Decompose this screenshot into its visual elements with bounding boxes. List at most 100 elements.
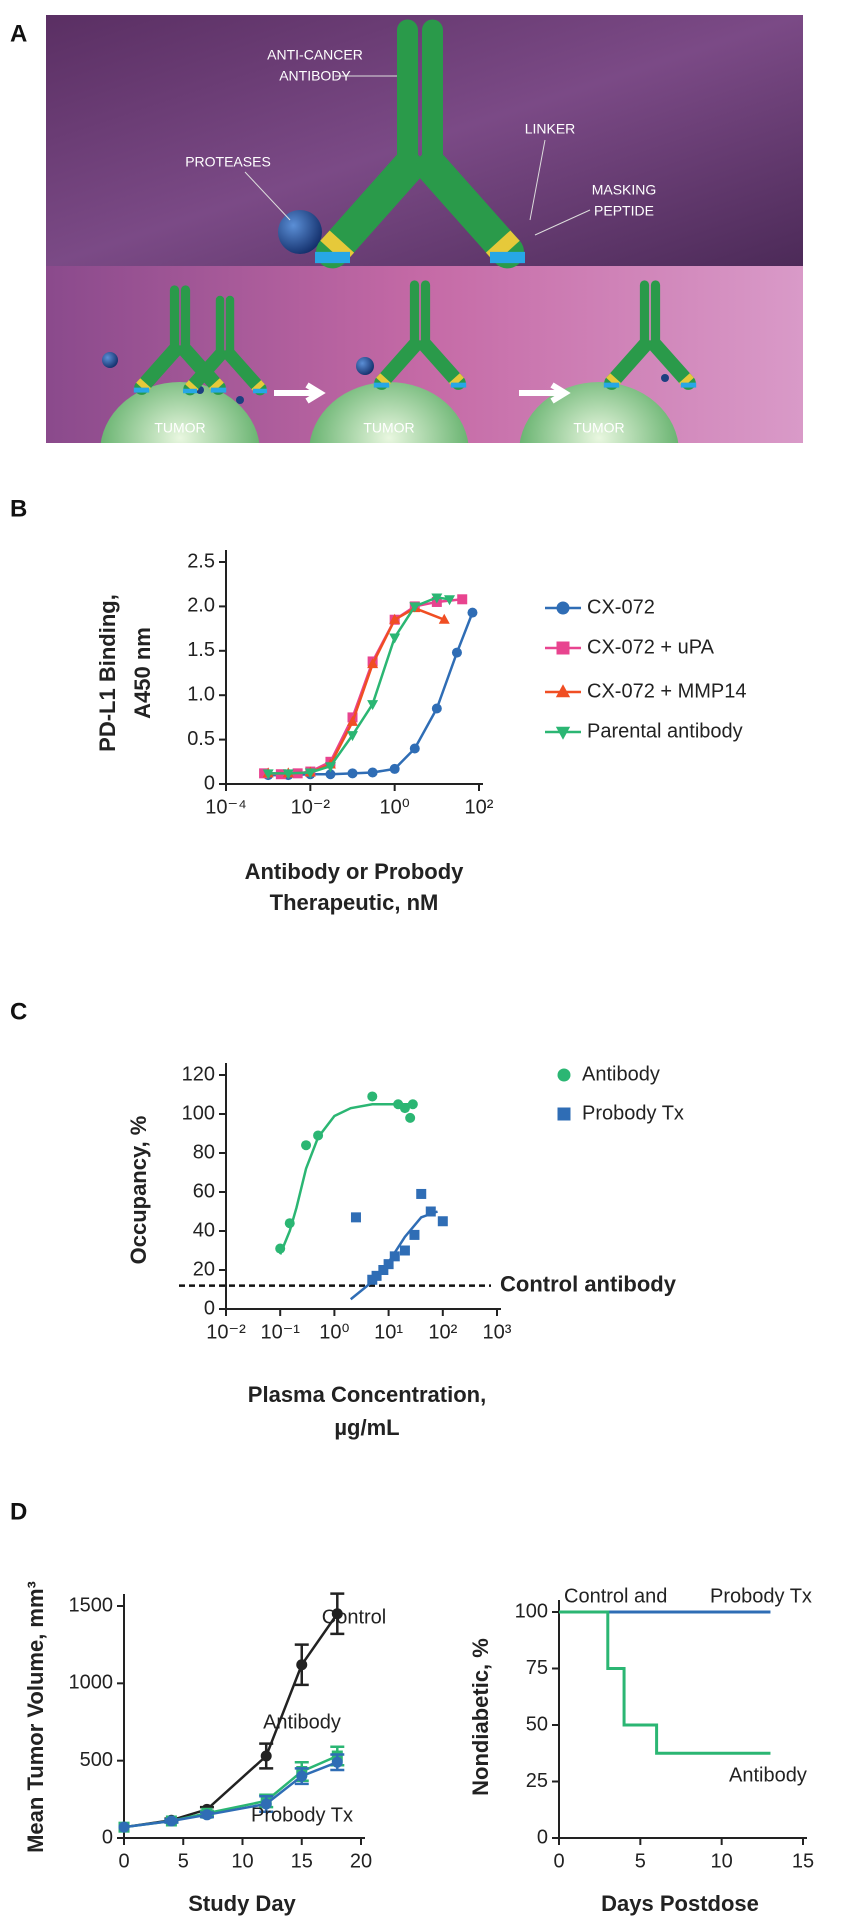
marker: [371, 1270, 382, 1281]
antibody-arm: [648, 338, 696, 390]
y-tick-label: 25: [526, 1770, 548, 1792]
antibody-arm: [134, 343, 182, 395]
marker: [556, 641, 570, 655]
y-tick-label: 500: [80, 1749, 113, 1771]
antibody-arm: [416, 151, 524, 269]
illustration-label: MASKING: [592, 182, 657, 198]
x-tick-label: 10⁰: [380, 796, 410, 818]
x-tick-label: 10: [711, 1850, 733, 1872]
marker: [296, 1770, 308, 1782]
x-tick-label: 0: [118, 1850, 129, 1872]
marker: [555, 684, 571, 698]
marker: [409, 602, 421, 613]
antibody: [373, 280, 467, 390]
antibody: [603, 280, 697, 390]
y-tick-label: 0.5: [187, 728, 215, 750]
legend-label: Parental antibody: [587, 720, 743, 742]
marker: [399, 1245, 410, 1256]
antibody-arm: [374, 338, 422, 390]
legend-label: CX-072: [587, 596, 655, 618]
marker: [557, 1107, 571, 1121]
antibody-arm: [418, 338, 466, 390]
marker: [438, 613, 450, 624]
marker: [457, 594, 468, 605]
marker: [367, 767, 378, 778]
antibody-linker: [209, 378, 224, 393]
marker: [284, 1218, 295, 1229]
marker: [350, 1212, 361, 1223]
x-tick-label: 10⁰: [319, 1321, 349, 1343]
x-axis-title: Days Postdose: [601, 1891, 759, 1916]
illustration-label: TUMOR: [154, 420, 205, 436]
marker: [367, 1091, 378, 1102]
y-tick-label: 2.0: [187, 595, 215, 617]
illustration-label: PEPTIDE: [594, 203, 654, 219]
marker: [389, 613, 401, 624]
marker: [347, 768, 358, 779]
x-tick-label: 15: [792, 1850, 814, 1872]
y-tick-label: 100: [515, 1600, 548, 1622]
callout-line: [529, 139, 546, 221]
peptide-fragment: [236, 396, 244, 404]
masking-peptide: [450, 382, 467, 388]
marker: [555, 726, 571, 740]
marker: [389, 1251, 400, 1262]
antibody: [315, 19, 525, 269]
y-tick-label: 1.0: [187, 683, 215, 705]
antibody-linker: [251, 380, 265, 394]
legend-label: Antibody: [582, 1063, 660, 1085]
y-tick-label: 0: [537, 1826, 548, 1848]
marker: [324, 762, 336, 773]
marker: [347, 731, 358, 742]
x-axis-title: Antibody or Probody: [245, 859, 465, 884]
antibody-linker: [606, 373, 621, 388]
legend-label: CX-072 + uPA: [587, 636, 715, 658]
marker: [378, 1265, 389, 1275]
marker: [275, 1243, 286, 1254]
marker: [416, 1188, 427, 1199]
antibody-arm: [604, 338, 652, 390]
antibody-arm: [223, 348, 267, 396]
x-tick-label: 10²: [428, 1321, 457, 1343]
callout-line: [534, 209, 591, 236]
marker: [165, 1815, 177, 1827]
marker: [282, 769, 294, 780]
x-tick-label: 10¹: [374, 1321, 403, 1343]
callout-line: [244, 171, 291, 221]
y-tick-label: 120: [182, 1063, 215, 1085]
antibody-linker: [185, 380, 199, 394]
series-label: Control: [322, 1606, 386, 1628]
marker: [325, 769, 336, 780]
masking-peptide: [603, 382, 620, 388]
marker: [331, 1608, 343, 1620]
marker: [313, 1130, 324, 1141]
illustration-label: TUMOR: [573, 420, 624, 436]
x-axis-title: µg/mL: [334, 1415, 399, 1440]
marker: [201, 1809, 213, 1821]
marker: [389, 763, 400, 774]
marker: [118, 1821, 130, 1833]
y-tick-label: 80: [193, 1141, 215, 1163]
y-tick-label: 100: [182, 1102, 215, 1124]
marker: [259, 768, 270, 779]
masking-peptide: [183, 388, 197, 394]
y-axis-title: A450 nm: [130, 627, 155, 719]
panel-label: A: [10, 20, 27, 47]
illustration-mask: [46, 443, 803, 523]
x-tick-label: 20: [350, 1850, 372, 1872]
masking-peptide: [490, 251, 525, 264]
antibody-linker: [320, 230, 355, 263]
y-tick-label: 50: [526, 1713, 548, 1735]
antibody-linker: [376, 373, 391, 388]
arrow: [519, 382, 571, 404]
marker: [367, 700, 379, 711]
marker: [389, 633, 401, 644]
marker: [301, 1140, 312, 1151]
marker: [437, 1216, 448, 1227]
x-axis-title: Study Day: [188, 1891, 296, 1916]
marker: [260, 1798, 272, 1810]
x-tick-label: 10²: [465, 796, 494, 818]
x-tick-label: 10⁻¹: [260, 1321, 300, 1343]
series-label: Antibody: [263, 1711, 341, 1733]
